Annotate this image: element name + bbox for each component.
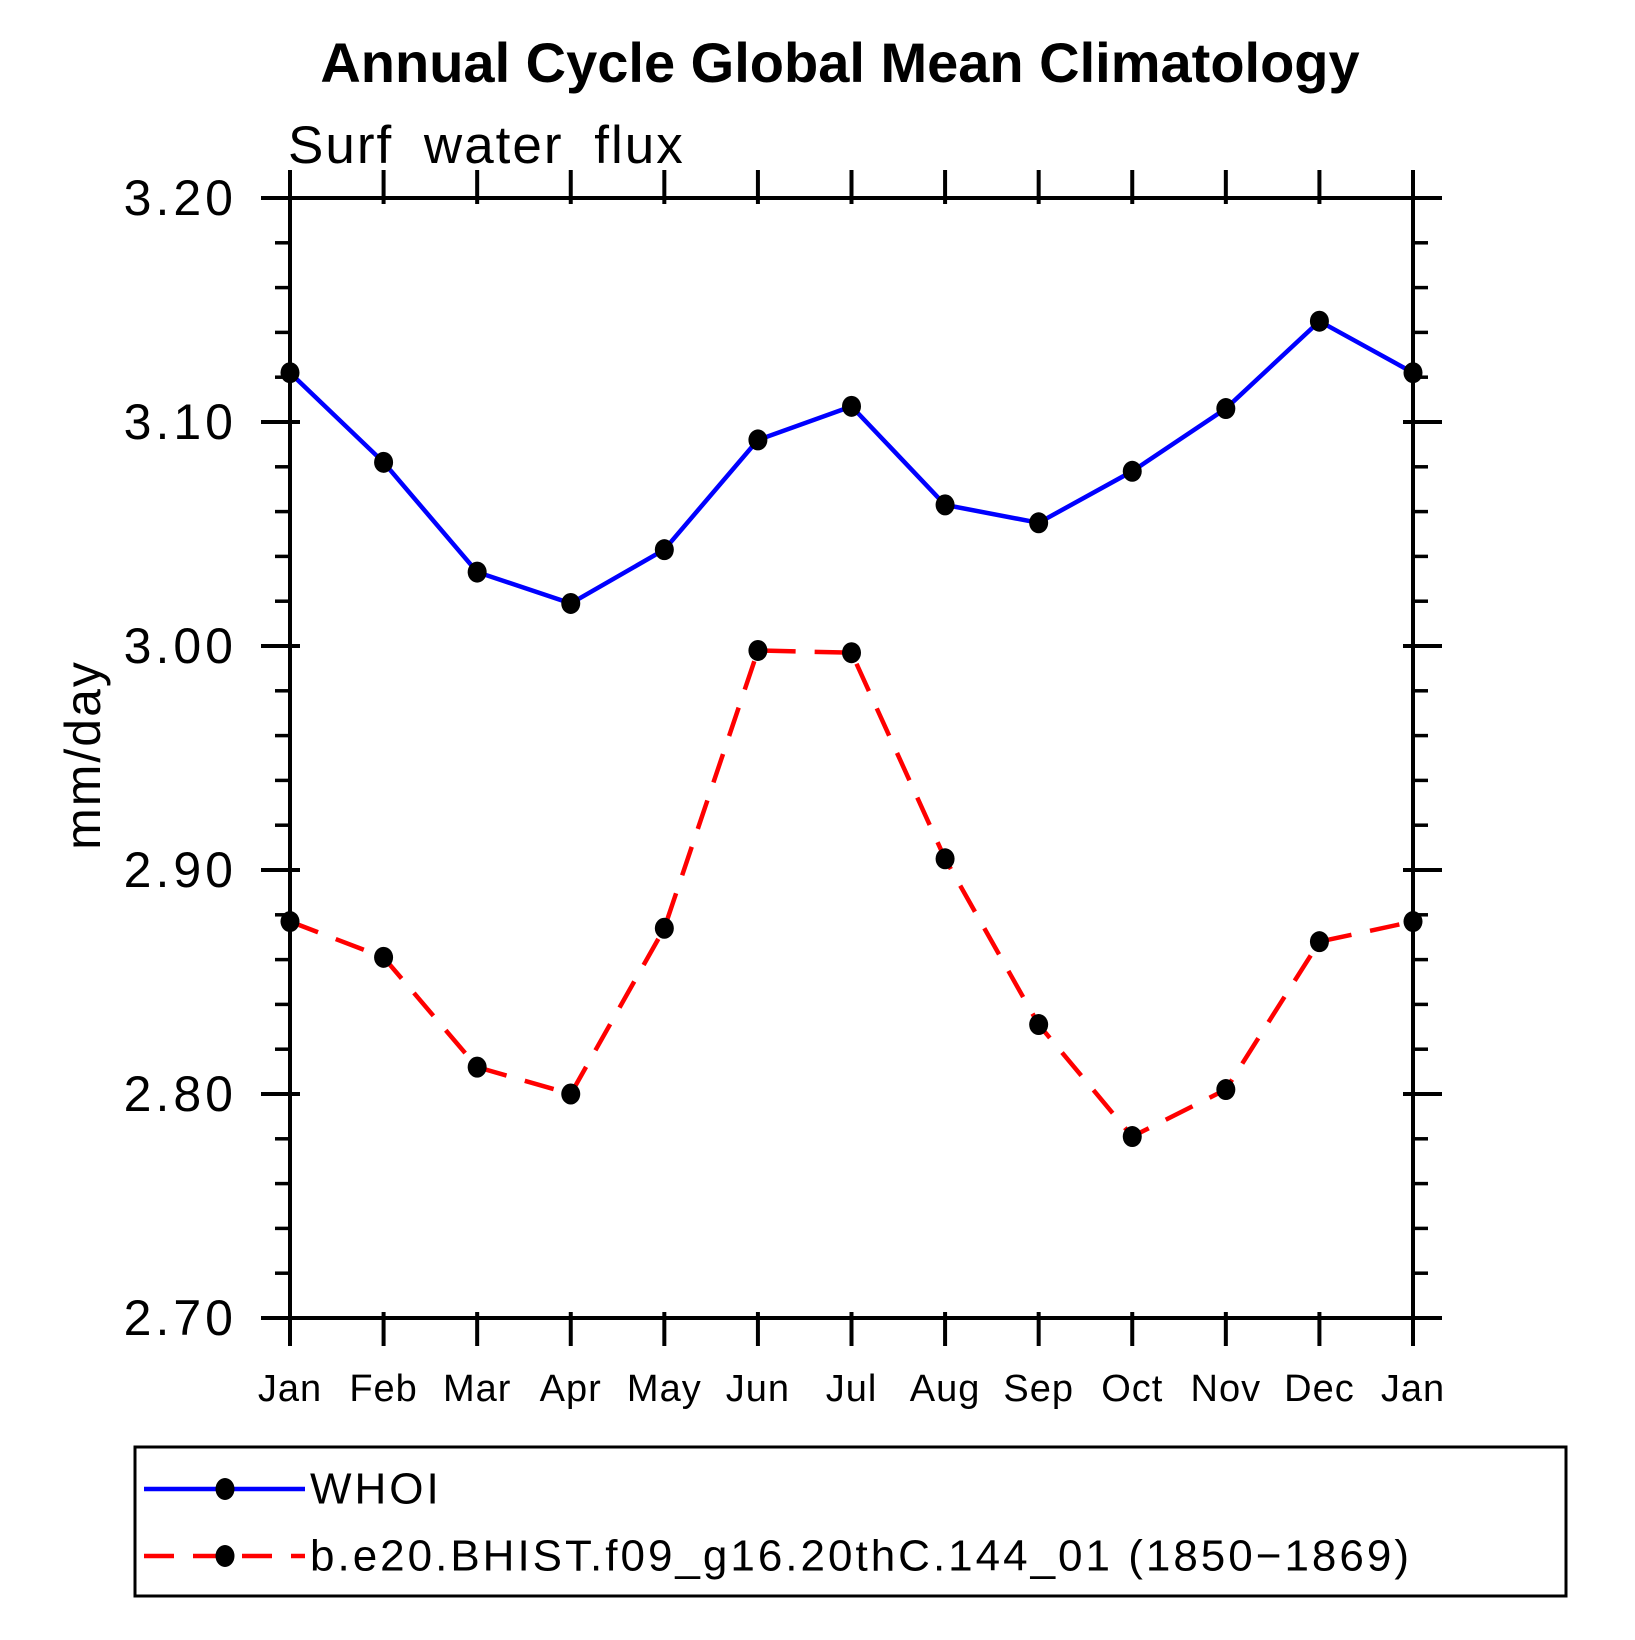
x-tick-label: Dec	[1284, 1368, 1355, 1410]
y-tick-label: 3.00	[124, 618, 237, 674]
legend-border	[133, 1445, 1568, 1598]
legend-marker-circle	[215, 1478, 235, 1500]
y-tick-label: 2.80	[124, 1066, 237, 1122]
data-point-marker	[374, 946, 394, 968]
x-tick-label: Mar	[443, 1368, 511, 1410]
y-tick-label: 2.70	[124, 1290, 237, 1346]
data-point-marker	[842, 395, 861, 417]
data-series	[280, 310, 1423, 1148]
legend-box: WHOI b.e20.BHIST.f09_g16.20thC.144_01 (1…	[133, 1445, 1568, 1598]
data-point-marker	[1216, 398, 1236, 420]
legend-label-model: b.e20.BHIST.f09_g16.20thC.144_01 (1850−1…	[310, 1532, 1412, 1581]
x-tick-label: Sep	[1003, 1368, 1074, 1410]
data-point-marker	[1309, 310, 1329, 332]
chart-subtitle: Surf water flux	[288, 116, 685, 175]
y-tick-labels: 2.70 2.80 2.90 3.00 3.10 3.20	[124, 170, 237, 1346]
data-point-marker	[1122, 1126, 1142, 1148]
x-tick-label: Nov	[1191, 1368, 1262, 1410]
data-point-marker	[748, 639, 768, 661]
data-point-marker	[1309, 931, 1329, 953]
x-tick-label: Jun	[726, 1368, 790, 1410]
data-point-marker	[935, 494, 955, 516]
data-point-marker	[935, 848, 955, 870]
data-point-marker	[561, 1083, 581, 1105]
data-point-marker	[748, 429, 768, 451]
data-point-marker	[467, 561, 487, 583]
y-tick-label: 3.10	[124, 394, 237, 450]
legend-entry-model: b.e20.BHIST.f09_g16.20thC.144_01 (1850−1…	[144, 1532, 1412, 1581]
x-tick-label: Jan	[258, 1368, 322, 1410]
y-tick-label: 2.90	[124, 842, 237, 898]
legend-entry-whoi: WHOI	[144, 1465, 442, 1514]
chart-title: Annual Cycle Global Mean Climatology	[320, 31, 1359, 94]
legend-marker-circle	[215, 1545, 235, 1567]
x-tick-label: Jul	[826, 1368, 878, 1410]
x-tick-labels: Jan Feb Mar Apr May Jun Jul Aug Sep Oct Nov Dec Jan	[258, 1368, 1445, 1410]
y-tick-label: 3.20	[124, 170, 237, 226]
data-point-marker	[1029, 1014, 1049, 1036]
legend-label-whoi: WHOI	[310, 1465, 442, 1514]
plot-frame	[288, 196, 1415, 1320]
data-point-marker	[654, 539, 674, 561]
data-point-marker	[561, 592, 581, 614]
x-tick-label: Oct	[1101, 1368, 1163, 1410]
data-point-marker	[467, 1056, 487, 1078]
x-tick-label: Aug	[910, 1368, 981, 1410]
x-tick-label: Feb	[349, 1368, 417, 1410]
y-axis-label: mm/day	[55, 660, 111, 850]
x-tick-label: Apr	[540, 1368, 602, 1410]
x-tick-label: May	[627, 1368, 702, 1410]
data-point-marker	[1029, 512, 1049, 534]
data-point-marker	[654, 917, 674, 939]
data-point-marker	[1122, 460, 1142, 482]
data-point-marker	[1216, 1079, 1236, 1101]
x-tick-label: Jan	[1381, 1368, 1445, 1410]
data-point-marker	[842, 642, 861, 664]
data-point-marker	[374, 451, 394, 473]
